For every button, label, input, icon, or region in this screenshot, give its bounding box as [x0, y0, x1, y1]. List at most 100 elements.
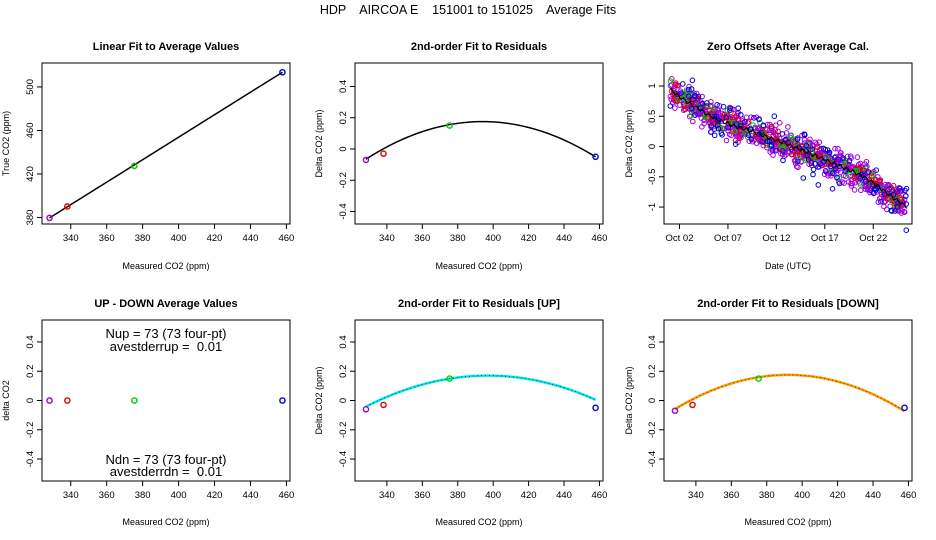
y-tick-label: 500 — [25, 79, 36, 95]
offset-point — [873, 185, 879, 192]
offset-point — [748, 136, 755, 143]
offset-point — [902, 187, 908, 194]
offset-point — [745, 120, 751, 126]
offset-point — [878, 198, 884, 205]
x-tick-label: 420 — [207, 490, 223, 501]
offset-point — [703, 112, 709, 119]
plot-frame — [41, 62, 291, 225]
offset-point — [794, 152, 800, 158]
trend-line-path — [669, 87, 908, 209]
offset-point — [812, 161, 818, 167]
offset-point — [692, 93, 698, 99]
offset-point — [865, 169, 872, 175]
offset-point — [720, 104, 727, 110]
offset-point — [857, 182, 864, 188]
x-ticks: 340 360 380 400 420 440 460 — [379, 224, 607, 244]
offset-point — [822, 168, 829, 174]
offset-point — [689, 105, 695, 112]
y-ticks: 380 420 460 500 — [25, 79, 42, 225]
offset-point — [756, 116, 763, 122]
offset-point — [854, 154, 861, 160]
offset-point — [903, 227, 910, 233]
offset-point — [723, 137, 730, 144]
offset-point — [768, 143, 775, 149]
x-tick-label: 440 — [243, 490, 259, 501]
offset-point — [847, 153, 854, 159]
ndn-annotation: Ndn = 73 (73 four-pt) — [105, 452, 226, 467]
data-point — [362, 405, 370, 413]
offset-point — [845, 171, 852, 177]
offset-point — [752, 131, 759, 138]
offset-point — [725, 125, 732, 131]
data-point — [131, 162, 138, 170]
offset-point — [841, 160, 848, 166]
x-tick-label: 340 — [63, 233, 79, 244]
offset-point — [701, 120, 708, 127]
x-tick-label: 360 — [414, 233, 430, 244]
panel-title: 2nd-order Fit to Residuals [DOWN] — [697, 298, 879, 310]
offset-point — [777, 120, 783, 126]
offset-point — [829, 186, 836, 192]
x-tick-label: 400 — [485, 490, 501, 501]
y-tick-label: -0.4 — [338, 203, 349, 219]
offset-point — [815, 164, 822, 170]
panel-title: Zero Offsets After Average Cal. — [707, 41, 869, 53]
offset-point — [791, 157, 798, 164]
x-tick-label: 340 — [63, 490, 79, 501]
y-ticks: -0.4 -0.2 0 0.2 0.4 — [338, 80, 355, 220]
data-point — [689, 401, 696, 409]
offset-point — [695, 93, 702, 100]
y-tick-label: 0.2 — [338, 111, 349, 124]
y-tick-label: 380 — [25, 210, 36, 226]
offset-point — [685, 93, 692, 100]
fit-curve — [365, 374, 597, 408]
offset-point — [711, 132, 718, 139]
offset-point — [801, 131, 808, 138]
offset-point — [738, 112, 744, 118]
offset-point — [885, 195, 891, 201]
offset-point — [894, 204, 901, 210]
data-point — [446, 375, 453, 382]
y-axis-label: True CO2 (ppm) — [1, 111, 11, 176]
offset-point — [745, 132, 752, 138]
y-tick-label: 1 — [647, 83, 658, 88]
x-ticks: 340 360 380 400 420 440 460 — [63, 224, 294, 244]
offset-point — [863, 158, 870, 165]
offset-point — [731, 128, 738, 134]
y-tick-label: 0 — [338, 398, 349, 403]
y-tick-label: 0 — [338, 146, 349, 151]
y-ticks: -0.4 -0.2 0 0.2 0.4 — [338, 335, 355, 467]
offset-point — [896, 185, 903, 191]
y-tick-label: 420 — [25, 166, 36, 182]
y-tick-label: -0.4 — [338, 451, 349, 467]
offset-point — [751, 115, 757, 121]
offset-point — [791, 136, 798, 143]
y-tick-label: 0.5 — [647, 110, 658, 123]
offset-point — [757, 119, 763, 126]
x-tick-label: Oct 02 — [666, 233, 694, 244]
offset-point — [734, 110, 741, 117]
offset-point — [899, 208, 905, 214]
x-ticks: 340 360 380 400 420 440 460 — [688, 481, 916, 501]
offset-point — [742, 129, 748, 136]
y-tick-label: 0 — [647, 144, 658, 149]
panel-zero-offsets: Zero Offsets After Average Cal. Date (UT… — [624, 41, 913, 271]
offset-point — [802, 157, 809, 164]
x-tick-label: 460 — [278, 490, 294, 501]
offset-point — [711, 105, 717, 112]
panel-title: 2nd-order Fit to Residuals [UP] — [398, 298, 560, 310]
offset-point — [715, 125, 722, 132]
offset-point — [803, 142, 810, 149]
offset-point — [851, 187, 858, 193]
panel-title: Linear Fit to Average Values — [93, 41, 240, 53]
data-points — [671, 375, 908, 415]
offset-point — [686, 86, 692, 93]
trend-line — [669, 87, 908, 209]
y-tick-label: 0 — [647, 398, 658, 403]
offset-point — [678, 90, 684, 96]
x-ticks: Oct 02 Oct 07 Oct 12 Oct 17 Oct 22 — [666, 224, 887, 244]
offset-point — [876, 195, 883, 202]
offset-point — [667, 103, 674, 109]
fit-curve-overlay — [674, 374, 905, 412]
x-tick-label: 420 — [830, 490, 846, 501]
